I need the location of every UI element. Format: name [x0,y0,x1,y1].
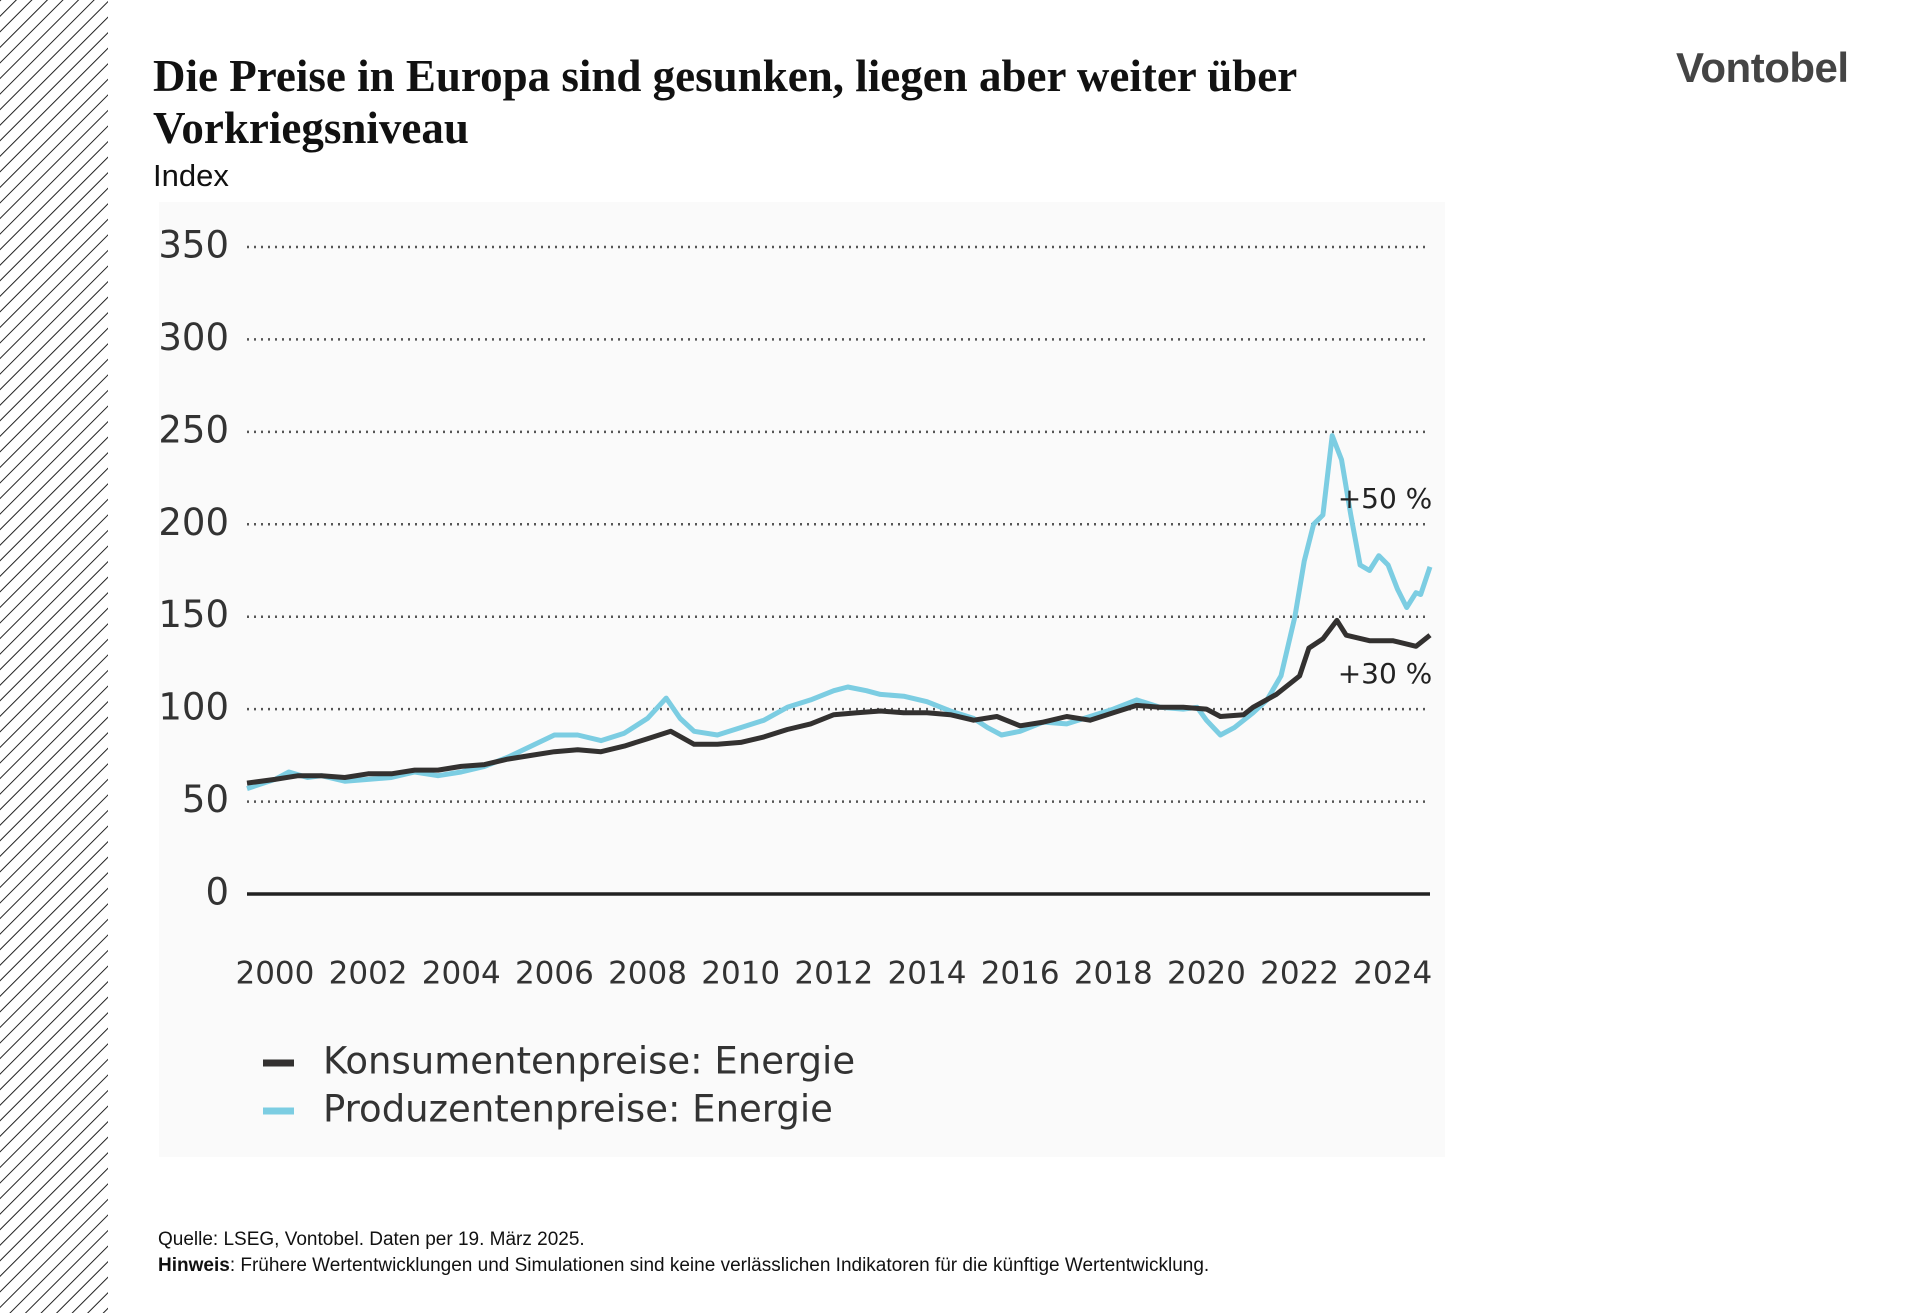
source: Quelle: LSEG, Vontobel. Daten per 19. Mä… [158,1229,585,1250]
x-tick-label: 2008 [608,956,687,992]
x-tick-label: 2002 [329,956,408,992]
y-tick-label: 100 [158,686,229,729]
x-tick-label: 2018 [1074,956,1153,992]
y-tick-label: 250 [158,408,229,451]
y-tick-label: 150 [158,593,229,636]
note-label: Hinweis [158,1255,230,1276]
legend-label: Konsumentenpreise: Energie [323,1040,855,1083]
y-tick-label: 50 [182,778,229,821]
x-tick-label: 2012 [794,956,873,992]
chart-background [159,202,1445,1157]
y-tick-label: 0 [205,871,229,914]
y-tick-label: 350 [158,224,229,267]
footer: Quelle: LSEG, Vontobel. Daten per 19. Mä… [158,1227,1209,1279]
x-tick-label: 2000 [235,956,314,992]
note-text: : Frühere Wertentwicklungen und Simulati… [229,1255,1210,1276]
y-tick-label: 200 [158,501,229,544]
x-tick-label: 2010 [701,956,780,992]
legend-label: Produzentenpreise: Energie [323,1088,833,1131]
x-tick-label: 2020 [1167,956,1246,992]
annotation: +50 % [1338,482,1433,515]
x-tick-label: 2022 [1260,956,1339,992]
series-line [246,617,1432,786]
x-tick-label: 2024 [1353,956,1432,992]
x-tick-label: 2004 [422,956,501,992]
x-tick-label: 2014 [888,956,967,992]
logo: Vontobel [1676,44,1849,91]
title: Die Preise in Europa sind gesunken, lieg… [153,51,1297,153]
chart: 0 50 100 150 200 250 300 350 2000 2002 2004 2006 200… [158,202,1445,1157]
x-tick-label: 2016 [981,956,1060,992]
annotation: +30 % [1338,657,1433,690]
x-tick-label: 2006 [515,956,594,992]
subtitle: Index [153,158,229,193]
y-tick-label: 300 [158,316,229,359]
hatch-band [0,0,108,1313]
note: Hinweis: Frühere Wertentwicklungen und S… [158,1253,1209,1279]
